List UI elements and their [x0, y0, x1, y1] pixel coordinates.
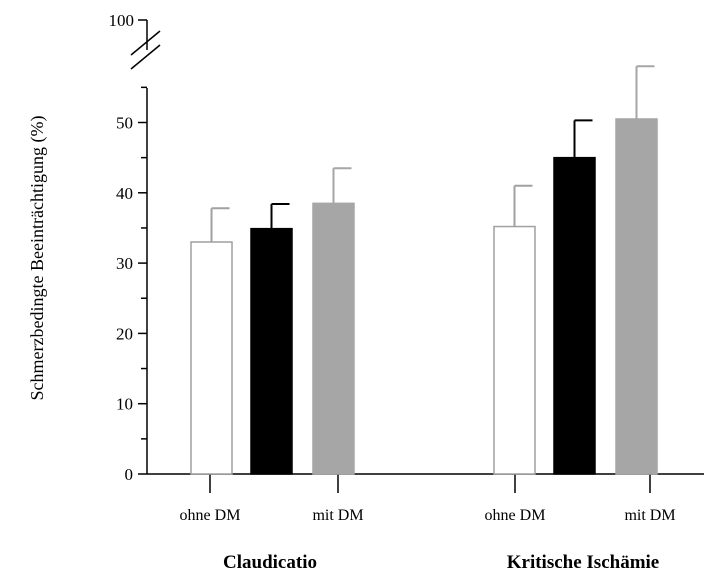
x-sub-label: ohne DM — [180, 507, 241, 524]
y-tick-label: 20 — [116, 324, 133, 343]
bar — [615, 118, 658, 475]
axis-break-mark — [130, 30, 161, 56]
axis-labels: 0 10 20 30 40 50 100 ohne DM mit DM Claudicatio oh… — [109, 11, 676, 573]
bar — [250, 227, 293, 475]
axes — [130, 19, 704, 493]
y-tick-label: 100 — [109, 11, 135, 30]
axis-break-mark — [130, 44, 161, 70]
y-tick-label: 0 — [125, 465, 134, 484]
x-sub-label: mit DM — [312, 507, 363, 524]
x-sub-label: mit DM — [624, 507, 675, 524]
bar — [312, 202, 355, 475]
y-tick-label: 10 — [116, 395, 133, 414]
bar — [190, 241, 233, 475]
y-tick-label: 30 — [116, 254, 133, 273]
y-tick-label: 40 — [116, 184, 133, 203]
bar — [553, 156, 596, 475]
y-axis-title: Schmerzbedingte Beeinträchtigung (%) — [27, 116, 48, 401]
group-label: Claudicatio — [223, 552, 317, 573]
group-label: Kritische Ischämie — [507, 552, 660, 573]
x-sub-label: ohne DM — [485, 507, 546, 524]
bar — [493, 225, 536, 475]
bars — [190, 65, 658, 475]
y-tick-label: 50 — [116, 114, 133, 133]
